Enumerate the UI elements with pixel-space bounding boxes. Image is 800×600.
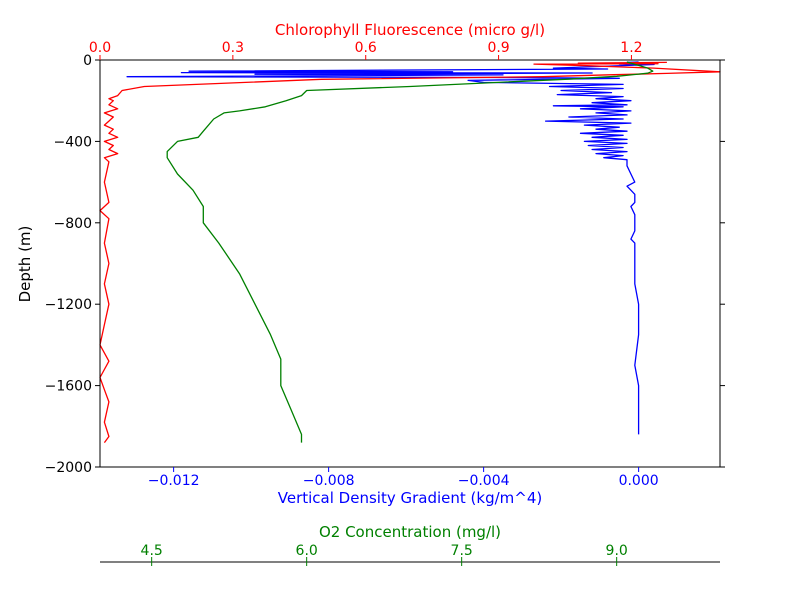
depth-tick-label: 0: [83, 53, 92, 69]
density-tick-label: −0.004: [458, 473, 510, 489]
depth-tick-label: −1600: [45, 379, 92, 395]
chlorophyll-axis-title: Chlorophyll Fluorescence (micro g/l): [275, 21, 545, 39]
oxygen-series-line: [166, 61, 654, 443]
chlorophyll-series-line: [99, 61, 721, 443]
density-axis-title: Vertical Density Gradient (kg/m^4): [278, 489, 542, 507]
oxygen-axis-title: O2 Concentration (mg/l): [319, 523, 501, 541]
oxygen-tick-label: 7.5: [451, 543, 473, 559]
depth-tick-label: −400: [54, 134, 92, 150]
chlorophyll-tick-label: 0.3: [222, 40, 244, 56]
oxygen-tick-label: 6.0: [296, 543, 318, 559]
chlorophyll-tick-label: 0.6: [355, 40, 377, 56]
ticks-layer: 0 −400 −800 −1200 −1600 −2000 −0.012 −0.008 −0.0…: [45, 40, 725, 566]
depth-tick-label: −1200: [45, 297, 92, 313]
depth-axis-title: Depth (m): [16, 226, 34, 303]
density-tick-label: −0.008: [303, 473, 355, 489]
density-tick-label: 0.000: [619, 473, 659, 489]
chlorophyll-tick-label: 1.2: [620, 40, 642, 56]
depth-tick-label: −800: [54, 216, 92, 232]
chlorophyll-tick-label: 0.0: [89, 40, 111, 56]
plot-frame: [99, 59, 721, 468]
chlorophyll-tick-label: 0.9: [487, 40, 509, 56]
oxygen-tick-label: 4.5: [141, 543, 163, 559]
density-series-line: [126, 61, 655, 435]
density-tick-label: −0.012: [148, 473, 200, 489]
series-layer: [99, 61, 721, 443]
oxygen-tick-label: 9.0: [606, 543, 628, 559]
depth-tick-label: −2000: [45, 460, 92, 476]
